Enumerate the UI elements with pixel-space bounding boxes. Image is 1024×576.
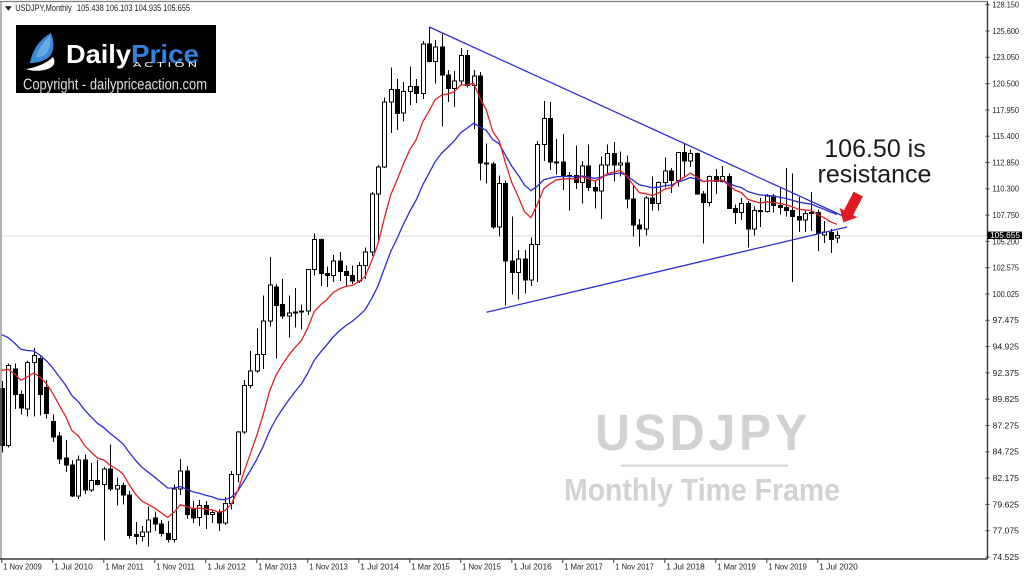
svg-text:87.275: 87.275 — [993, 421, 1020, 430]
svg-text:1 Nov 2013: 1 Nov 2013 — [309, 563, 348, 572]
svg-text:84.725: 84.725 — [993, 448, 1020, 457]
svg-text:1 Jul 2020: 1 Jul 2020 — [819, 563, 858, 572]
svg-text:115.400: 115.400 — [993, 132, 1020, 141]
svg-text:117.950: 117.950 — [993, 106, 1020, 115]
svg-text:1 Jul 2010: 1 Jul 2010 — [54, 563, 93, 572]
svg-text:1 Mar 2017: 1 Mar 2017 — [564, 563, 603, 572]
svg-text:1 Nov 2011: 1 Nov 2011 — [156, 563, 195, 572]
svg-text:79.625: 79.625 — [993, 500, 1020, 509]
svg-text:1 Jul 2014: 1 Jul 2014 — [360, 563, 399, 572]
svg-text:Monthly Time Frame: Monthly Time Frame — [564, 472, 840, 508]
svg-text:110.300: 110.300 — [993, 185, 1020, 194]
svg-text:97.475: 97.475 — [993, 316, 1020, 325]
svg-text:1 Nov 2009: 1 Nov 2009 — [3, 563, 42, 572]
svg-text:USDJPY: USDJPY — [595, 404, 811, 461]
svg-text:106.50 is: 106.50 is — [824, 135, 925, 163]
svg-text:92.375: 92.375 — [993, 369, 1020, 378]
svg-text:1 Jul 2016: 1 Jul 2016 — [513, 563, 552, 572]
svg-text:74.525: 74.525 — [993, 553, 1020, 562]
svg-text:112.850: 112.850 — [993, 158, 1020, 167]
svg-text:102.575: 102.575 — [993, 264, 1020, 273]
svg-text:125.600: 125.600 — [993, 27, 1020, 36]
svg-text:120.500: 120.500 — [993, 80, 1020, 89]
svg-text:77.075: 77.075 — [993, 527, 1020, 536]
svg-text:89.825: 89.825 — [993, 395, 1020, 404]
svg-text:82.175: 82.175 — [993, 474, 1020, 483]
svg-text:94.925: 94.925 — [993, 343, 1020, 352]
svg-text:USDJPY,Monthly: USDJPY,Monthly — [15, 3, 72, 13]
svg-text:105.438 106.103 104.935 105.65: 105.438 106.103 104.935 105.655 — [77, 3, 190, 13]
svg-text:1 Mar 2011: 1 Mar 2011 — [105, 563, 144, 572]
svg-text:1 Mar 2015: 1 Mar 2015 — [411, 563, 450, 572]
svg-text:A C T I O N: A C T I O N — [133, 60, 197, 69]
svg-text:resistance: resistance — [818, 161, 932, 189]
svg-text:1 Nov 2015: 1 Nov 2015 — [462, 563, 501, 572]
svg-text:105.200: 105.200 — [993, 237, 1020, 246]
svg-text:1 Mar 2019: 1 Mar 2019 — [717, 563, 756, 572]
svg-text:100.025: 100.025 — [993, 290, 1020, 299]
svg-text:128.150: 128.150 — [993, 1, 1020, 10]
svg-text:1 Nov 2019: 1 Nov 2019 — [768, 563, 807, 572]
svg-text:123.050: 123.050 — [993, 53, 1020, 62]
svg-text:105.655: 105.655 — [990, 231, 1020, 240]
svg-text:1 Jul 2012: 1 Jul 2012 — [207, 563, 246, 572]
svg-text:107.750: 107.750 — [993, 211, 1020, 220]
svg-text:1 Jul 2018: 1 Jul 2018 — [666, 563, 705, 572]
svg-text:Daily: Daily — [66, 39, 132, 69]
svg-text:1 Mar 2013: 1 Mar 2013 — [258, 563, 297, 572]
svg-text:Price: Price — [131, 39, 199, 69]
svg-text:1 Nov 2017: 1 Nov 2017 — [615, 563, 654, 572]
svg-text:Copyright - dailypriceaction.c: Copyright - dailypriceaction.com — [23, 77, 207, 94]
